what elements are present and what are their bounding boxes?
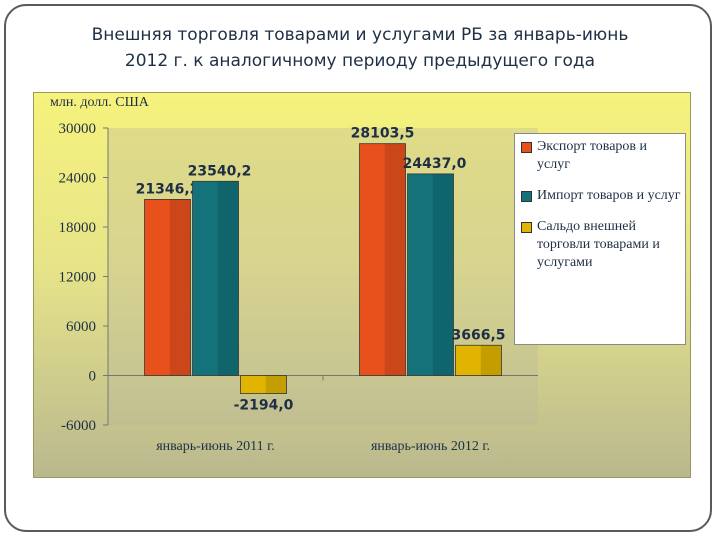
legend-swatch-balance: [521, 222, 532, 233]
chart-legend: Экспорт товаров и услуг Импорт товаров и…: [514, 133, 686, 345]
bar: [359, 143, 406, 376]
y-tick-label: 24000: [59, 171, 97, 187]
slide-title-line-2: 2012 г. к аналогичному периоду предыдуще…: [124, 51, 596, 71]
data-label: 24437,0: [403, 156, 467, 172]
bar: [407, 173, 454, 376]
bar: [455, 344, 502, 376]
slide-title: Внешняя торговля товарами и услугами РБ …: [30, 22, 690, 74]
x-category-label: январь-июнь 2012 г.: [371, 439, 490, 454]
y-tick-label: 12000: [59, 270, 97, 286]
bar: [240, 375, 287, 395]
bar-shade: [217, 181, 239, 376]
data-label: 3666,5: [451, 327, 505, 343]
legend-swatch-export: [521, 142, 532, 153]
data-label: -2194,0: [234, 398, 294, 414]
y-axis-unit-label: млн. долл. США: [50, 95, 149, 110]
bar-shade: [432, 173, 454, 376]
bar: [192, 180, 239, 376]
data-label: 28103,5: [351, 126, 415, 142]
legend-label-import: Импорт товаров и услуг: [537, 188, 681, 203]
y-tick-label: -6000: [61, 418, 96, 434]
data-label: 23540,2: [188, 163, 252, 179]
legend-item-import: Импорт товаров и услуг: [519, 187, 681, 205]
legend-swatch-import: [521, 191, 532, 202]
y-tick-label: 18000: [59, 220, 97, 236]
y-tick-label: 0: [89, 369, 97, 385]
legend-item-balance: Сальдо внешней торговли товарами и услуг…: [519, 218, 681, 272]
data-label: 21346,2: [136, 181, 200, 197]
bar-shade: [169, 199, 191, 376]
y-tick-label: 30000: [59, 121, 97, 137]
bar: [144, 198, 191, 376]
legend-item-export: Экспорт товаров и услуг: [519, 138, 681, 174]
bar-shade: [265, 375, 287, 394]
legend-label-export: Экспорт товаров и услуг: [537, 139, 648, 172]
legend-label-balance: Сальдо внешней торговли товарами и услуг…: [537, 219, 660, 270]
x-category-label: январь-июнь 2011 г.: [156, 439, 275, 454]
slide-title-line-1: Внешняя торговля товарами и услугами РБ …: [91, 25, 629, 45]
bar-shade: [480, 345, 502, 376]
y-tick-label: 6000: [66, 319, 96, 335]
bar-shade: [384, 143, 406, 376]
